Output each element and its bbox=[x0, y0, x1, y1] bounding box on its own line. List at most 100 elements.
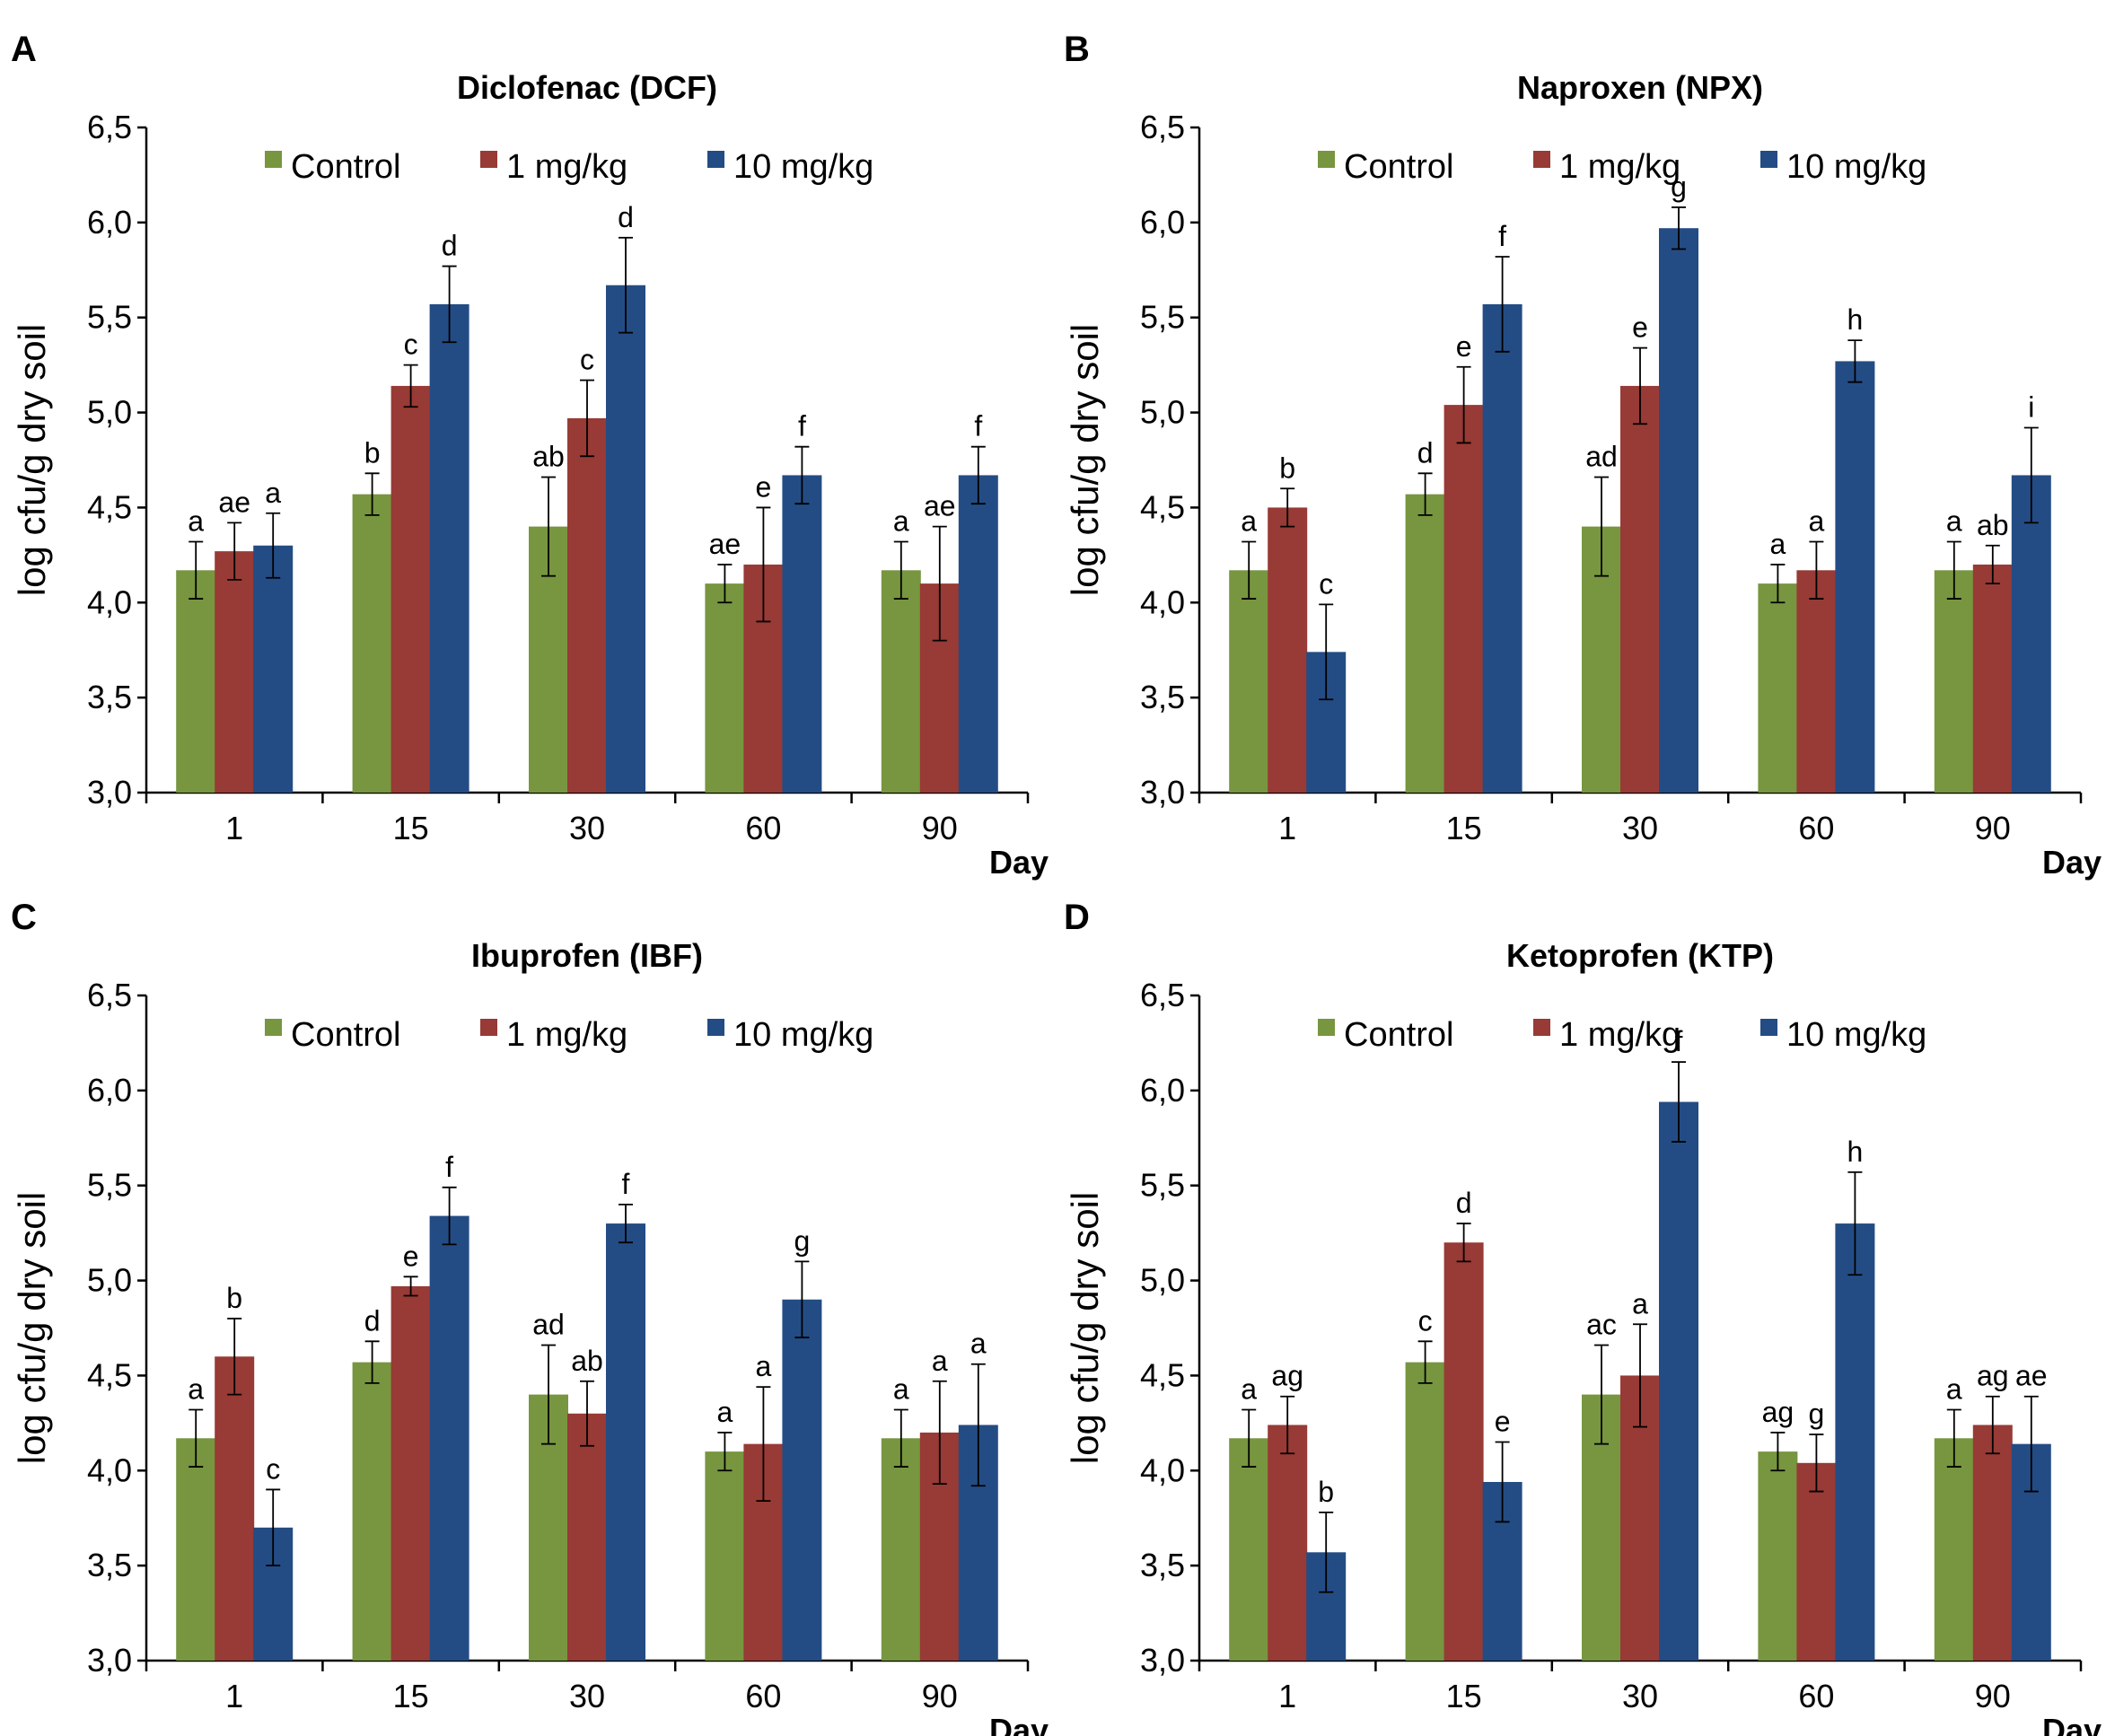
significance-label: a bbox=[717, 1396, 733, 1428]
significance-label: d bbox=[1417, 436, 1434, 469]
y-tick-label: 4,5 bbox=[87, 1356, 132, 1393]
y-tick-label: 5,5 bbox=[87, 1167, 132, 1204]
significance-label: b bbox=[1318, 1476, 1334, 1508]
legend-swatch bbox=[1533, 1019, 1550, 1036]
y-axis-title: log cfu/g dry soil bbox=[1064, 324, 1106, 596]
x-axis-title: Day bbox=[2042, 1712, 2102, 1736]
significance-label: f bbox=[798, 410, 806, 443]
significance-label: c bbox=[580, 344, 594, 376]
bar bbox=[881, 570, 921, 793]
chart-title: Naproxen (NPX) bbox=[1517, 69, 1763, 106]
bar bbox=[429, 303, 469, 793]
panel-d: D Ketoprofen (KTP) 3,0 3,5 4,0 4,5 5,0 5,5 6,0 6,… bbox=[1053, 868, 2106, 1736]
bar bbox=[1758, 583, 1798, 793]
bar bbox=[1796, 1462, 1837, 1661]
legend-label: 1 mg/kg bbox=[506, 1016, 627, 1054]
panel-letter: A bbox=[11, 30, 37, 69]
panel-letter: B bbox=[1064, 30, 1090, 69]
chart-svg-d: D Ketoprofen (KTP) 3,0 3,5 4,0 4,5 5,0 5,5 6,0 6,… bbox=[1064, 898, 2102, 1736]
panel-letter: D bbox=[1064, 898, 1090, 937]
significance-label: h bbox=[1847, 1135, 1864, 1168]
x-tick-label: 90 bbox=[1975, 1678, 2011, 1714]
bar bbox=[782, 1299, 822, 1661]
significance-label: ag bbox=[1762, 1396, 1794, 1428]
bar bbox=[1405, 494, 1445, 793]
significance-label: ab bbox=[1977, 509, 2009, 541]
significance-label: a bbox=[932, 1345, 948, 1377]
legend-label: 10 mg/kg bbox=[1786, 148, 1926, 186]
legend-swatch bbox=[1318, 1019, 1335, 1036]
significance-label: e bbox=[1456, 330, 1472, 363]
significance-label: ac bbox=[1586, 1309, 1617, 1341]
significance-label: d bbox=[442, 230, 458, 262]
legend-swatch bbox=[707, 1019, 724, 1036]
y-tick-label: 3,0 bbox=[87, 774, 132, 811]
x-tick-label: 1 bbox=[225, 810, 243, 846]
significance-label: a bbox=[188, 1373, 204, 1406]
legend-swatch bbox=[1533, 151, 1550, 168]
legend-swatch bbox=[1760, 151, 1777, 168]
bar bbox=[881, 1438, 921, 1661]
panel-b: B Naproxen (NPX) 3,0 3,5 4,0 4,5 5,0 5,5 6,0 6,5 1… bbox=[1053, 0, 2106, 881]
bar bbox=[176, 1438, 216, 1661]
significance-label: a bbox=[1946, 505, 1962, 538]
y-tick-label: 3,0 bbox=[1140, 1642, 1185, 1679]
y-axis-title: log cfu/g dry soil bbox=[1064, 1192, 1106, 1464]
bar bbox=[1443, 1242, 1484, 1661]
bar bbox=[705, 1451, 745, 1661]
x-tick-label: 15 bbox=[393, 810, 429, 846]
significance-label: g bbox=[1809, 1398, 1825, 1430]
bar bbox=[352, 494, 392, 793]
x-axis-title: Day bbox=[989, 844, 1049, 881]
y-tick-label: 3,5 bbox=[87, 1547, 132, 1583]
y-tick-label: 6,0 bbox=[1140, 204, 1185, 241]
chart-svg-a: A Diclofenac (DCF) 3,0 3,5 4,0 4,5 5,0 5,5 6,0 6,… bbox=[11, 30, 1049, 881]
bar bbox=[1659, 228, 1698, 793]
legend-label: Control bbox=[291, 148, 401, 186]
significance-label: ae bbox=[2015, 1360, 2048, 1392]
bar bbox=[1934, 570, 1974, 793]
significance-label: b bbox=[1279, 452, 1295, 484]
significance-label: ag bbox=[1271, 1360, 1303, 1392]
y-tick-label: 5,0 bbox=[1140, 1262, 1185, 1299]
legend-label: 10 mg/kg bbox=[733, 148, 873, 186]
significance-label: a bbox=[1241, 505, 1257, 538]
x-tick-label: 30 bbox=[569, 1678, 605, 1714]
significance-label: b bbox=[226, 1282, 242, 1314]
significance-label: a bbox=[1770, 528, 1786, 560]
significance-label: f bbox=[1498, 220, 1506, 252]
significance-label: ae bbox=[218, 486, 250, 518]
y-tick-label: 5,0 bbox=[87, 1262, 132, 1299]
bar bbox=[1972, 564, 2013, 793]
y-tick-label: 6,5 bbox=[1140, 977, 1185, 1013]
y-tick-label: 6,0 bbox=[1140, 1072, 1185, 1109]
y-tick-label: 5,0 bbox=[1140, 394, 1185, 431]
legend-label: Control bbox=[1344, 148, 1454, 186]
significance-label: ae bbox=[709, 528, 741, 560]
legend-label: 10 mg/kg bbox=[1786, 1016, 1926, 1054]
panel-c: C Ibuprofen (IBF) 3,0 3,5 4,0 4,5 5,0 5,5 6,0 6,5… bbox=[0, 868, 1053, 1736]
legend-swatch bbox=[265, 1019, 282, 1036]
y-tick-label: 6,5 bbox=[87, 109, 132, 145]
x-tick-label: 15 bbox=[1446, 1678, 1482, 1714]
bar bbox=[1405, 1362, 1445, 1661]
y-tick-label: 3,0 bbox=[87, 1642, 132, 1679]
chart-svg-c: C Ibuprofen (IBF) 3,0 3,5 4,0 4,5 5,0 5,5 6,0 6,5… bbox=[11, 898, 1049, 1736]
y-tick-label: 6,5 bbox=[1140, 109, 1185, 145]
x-tick-label: 30 bbox=[1622, 810, 1658, 846]
bar bbox=[390, 385, 431, 793]
legend-swatch bbox=[480, 1019, 497, 1036]
significance-label: a bbox=[893, 505, 909, 538]
significance-label: h bbox=[1847, 303, 1864, 336]
significance-label: f bbox=[622, 1168, 630, 1200]
x-tick-label: 60 bbox=[745, 810, 781, 846]
bar bbox=[1620, 385, 1660, 793]
significance-label: c bbox=[266, 1452, 280, 1485]
significance-label: a bbox=[188, 505, 204, 538]
bar bbox=[1229, 570, 1269, 793]
significance-label: b bbox=[364, 436, 381, 469]
y-tick-label: 3,5 bbox=[87, 679, 132, 715]
significance-label: i bbox=[2028, 391, 2034, 424]
bar bbox=[567, 1413, 607, 1661]
significance-label: ad bbox=[1585, 441, 1618, 473]
